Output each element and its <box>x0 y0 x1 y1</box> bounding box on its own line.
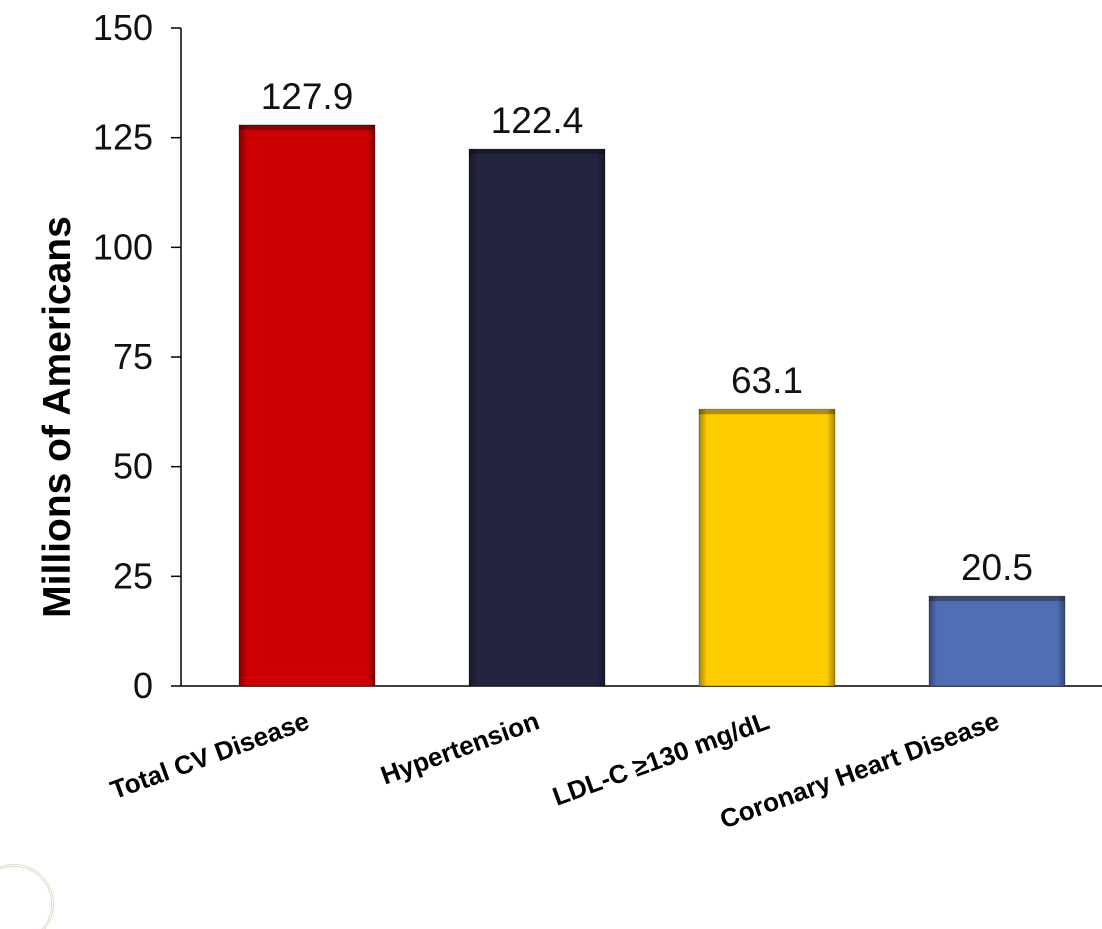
seal-watermark <box>0 864 54 929</box>
category-labels-group: Total CV Disease Hypertension LDL-C ≥130 m… <box>106 705 1003 834</box>
bar-shade-3 <box>929 596 1065 686</box>
y-axis-ticks: 0 25 50 75 100 125 150 <box>93 7 181 706</box>
data-label-0: 127.9 <box>261 76 354 117</box>
data-label-2: 63.1 <box>731 360 803 401</box>
bar-shade-0 <box>239 124 375 687</box>
y-tick-label: 75 <box>113 336 153 377</box>
category-label-0: Total CV Disease <box>106 705 313 805</box>
bars-group <box>238 124 1066 687</box>
y-tick-label: 150 <box>93 7 153 48</box>
bar-shade-1 <box>469 149 605 686</box>
category-label-2: LDL-C ≥130 mg/dL <box>548 705 773 811</box>
y-tick-label: 25 <box>113 555 153 596</box>
y-axis-title: Millions of Americans <box>36 216 79 618</box>
y-tick-label: 125 <box>93 117 153 158</box>
data-label-1: 122.4 <box>491 100 584 141</box>
bar-top-edge-2 <box>699 409 835 415</box>
data-labels-group: 127.9 122.4 63.1 20.5 <box>261 76 1033 588</box>
bar-top-edge-3 <box>929 596 1065 602</box>
data-label-3: 20.5 <box>961 547 1033 588</box>
category-label-1: Hypertension <box>377 705 543 790</box>
y-axis-title-group: Millions of Americans <box>36 216 79 618</box>
y-tick-label: 50 <box>113 446 153 487</box>
bar-top-edge-1 <box>469 149 605 155</box>
y-tick-label: 100 <box>93 226 153 267</box>
bar-top-edge-0 <box>239 124 375 130</box>
bar-shade-2 <box>699 409 835 686</box>
y-tick-label: 0 <box>133 665 153 706</box>
